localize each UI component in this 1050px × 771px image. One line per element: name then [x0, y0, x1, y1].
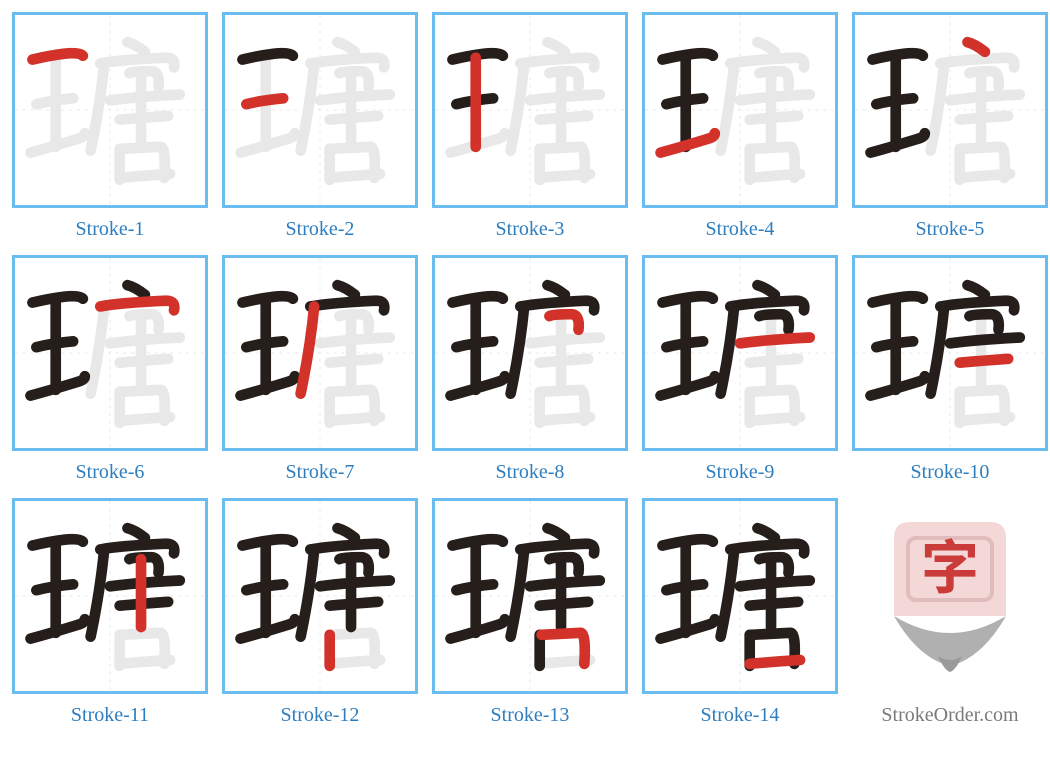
stroke-canvas-14 [642, 498, 838, 694]
stroke-label-9: Stroke-9 [706, 461, 775, 484]
stroke-label-12: Stroke-12 [281, 704, 360, 727]
stroke-canvas-10 [852, 255, 1048, 451]
stroke-label-10: Stroke-10 [911, 461, 990, 484]
stroke-label-14: Stroke-14 [701, 704, 780, 727]
stroke-label-8: Stroke-8 [496, 461, 565, 484]
stroke-label-2: Stroke-2 [286, 218, 355, 241]
stroke-tile-13: Stroke-13 [432, 498, 628, 727]
stroke-canvas-9 [642, 255, 838, 451]
stroke-label-7: Stroke-7 [286, 461, 355, 484]
stroke-label-1: Stroke-1 [76, 218, 145, 241]
stroke-canvas-13 [432, 498, 628, 694]
stroke-label-4: Stroke-4 [706, 218, 775, 241]
stroke-canvas-3 [432, 12, 628, 208]
stroke-canvas-2 [222, 12, 418, 208]
stroke-label-3: Stroke-3 [496, 218, 565, 241]
stroke-tile-6: Stroke-6 [12, 255, 208, 484]
stroke-tile-11: Stroke-11 [12, 498, 208, 727]
stroke-canvas-7 [222, 255, 418, 451]
stroke-tile-9: Stroke-9 [642, 255, 838, 484]
stroke-label-5: Stroke-5 [916, 218, 985, 241]
stroke-tile-7: Stroke-7 [222, 255, 418, 484]
stroke-tile-1: Stroke-1 [12, 12, 208, 241]
stroke-tile-14: Stroke-14 [642, 498, 838, 727]
stroke-tile-5: Stroke-5 [852, 12, 1048, 241]
brand-label: StrokeOrder.com [881, 704, 1018, 727]
stroke-tile-3: Stroke-3 [432, 12, 628, 241]
stroke-label-11: Stroke-11 [71, 704, 149, 727]
stroke-canvas-6 [12, 255, 208, 451]
stroke-label-6: Stroke-6 [76, 461, 145, 484]
stroke-canvas-4 [642, 12, 838, 208]
stroke-tile-8: Stroke-8 [432, 255, 628, 484]
stroke-canvas-8 [432, 255, 628, 451]
stroke-tile-4: Stroke-4 [642, 12, 838, 241]
stroke-canvas-1 [12, 12, 208, 208]
stroke-label-13: Stroke-13 [491, 704, 570, 727]
brand-logo: 字 [852, 498, 1048, 694]
stroke-canvas-12 [222, 498, 418, 694]
stroke-canvas-11 [12, 498, 208, 694]
svg-text:字: 字 [921, 521, 979, 605]
stroke-tile-10: Stroke-10 [852, 255, 1048, 484]
brand-cell: 字 StrokeOrder.com [852, 498, 1048, 727]
stroke-canvas-5 [852, 12, 1048, 208]
stroke-tile-2: Stroke-2 [222, 12, 418, 241]
stroke-tile-12: Stroke-12 [222, 498, 418, 727]
